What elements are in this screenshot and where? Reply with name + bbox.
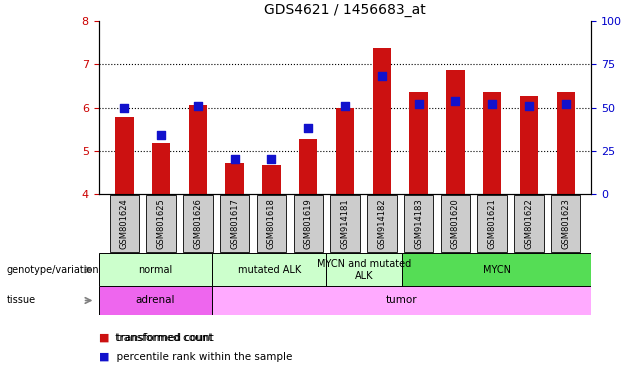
Bar [373, 48, 391, 194]
Bar [262, 165, 280, 194]
FancyBboxPatch shape [404, 195, 433, 252]
Text: GSM914181: GSM914181 [340, 199, 350, 249]
Point [377, 73, 387, 79]
Text: tumor: tumor [386, 295, 418, 306]
Text: mutated ALK: mutated ALK [238, 265, 301, 275]
Text: MYCN: MYCN [483, 265, 511, 275]
Text: genotype/variation: genotype/variation [6, 265, 99, 275]
Bar [520, 96, 538, 194]
Point [561, 101, 571, 107]
Text: GSM801618: GSM801618 [267, 198, 276, 249]
FancyBboxPatch shape [99, 286, 212, 315]
FancyBboxPatch shape [330, 195, 360, 252]
Point [450, 98, 460, 104]
Text: GSM801622: GSM801622 [525, 198, 534, 249]
Text: GSM801623: GSM801623 [561, 198, 570, 249]
Text: normal: normal [138, 265, 172, 275]
Point [119, 104, 129, 111]
FancyBboxPatch shape [326, 253, 402, 286]
Bar [152, 143, 170, 194]
Text: GSM801619: GSM801619 [304, 198, 313, 249]
Text: GSM801620: GSM801620 [451, 198, 460, 249]
FancyBboxPatch shape [183, 195, 212, 252]
Text: GSM914183: GSM914183 [414, 198, 423, 249]
Text: ■  transformed count: ■ transformed count [99, 333, 212, 343]
Point [413, 101, 424, 107]
Point [230, 156, 240, 162]
Text: GSM801624: GSM801624 [120, 198, 129, 249]
FancyBboxPatch shape [212, 253, 326, 286]
Bar [410, 91, 428, 194]
Text: GSM914182: GSM914182 [377, 199, 386, 249]
FancyBboxPatch shape [257, 195, 286, 252]
Text: GSM801621: GSM801621 [488, 198, 497, 249]
Point [266, 156, 277, 162]
Text: ■: ■ [99, 333, 109, 343]
FancyBboxPatch shape [367, 195, 396, 252]
FancyBboxPatch shape [146, 195, 176, 252]
FancyBboxPatch shape [478, 195, 507, 252]
FancyBboxPatch shape [441, 195, 470, 252]
Title: GDS4621 / 1456683_at: GDS4621 / 1456683_at [264, 3, 426, 17]
Point [340, 103, 350, 109]
Bar [336, 108, 354, 194]
Text: percentile rank within the sample: percentile rank within the sample [110, 352, 293, 362]
FancyBboxPatch shape [220, 195, 249, 252]
Point [303, 125, 314, 131]
Point [156, 132, 166, 138]
Text: GSM801626: GSM801626 [193, 198, 202, 249]
Bar [299, 139, 317, 194]
Text: GSM801625: GSM801625 [156, 198, 165, 249]
Text: adrenal: adrenal [135, 295, 175, 306]
Text: transformed count: transformed count [110, 333, 214, 343]
Point [487, 101, 497, 107]
Bar [483, 93, 501, 194]
Bar [189, 105, 207, 194]
Bar [446, 70, 464, 194]
Text: MYCN and mutated
ALK: MYCN and mutated ALK [317, 259, 411, 281]
FancyBboxPatch shape [402, 253, 591, 286]
FancyBboxPatch shape [515, 195, 544, 252]
Text: tissue: tissue [6, 295, 36, 306]
FancyBboxPatch shape [109, 195, 139, 252]
Point [193, 103, 203, 109]
Bar [115, 118, 134, 194]
FancyBboxPatch shape [99, 253, 212, 286]
FancyBboxPatch shape [294, 195, 323, 252]
Bar [226, 163, 244, 194]
FancyBboxPatch shape [551, 195, 581, 252]
Bar [556, 91, 575, 194]
Point [524, 103, 534, 109]
Text: GSM801617: GSM801617 [230, 198, 239, 249]
FancyBboxPatch shape [212, 286, 591, 315]
Text: ■: ■ [99, 352, 109, 362]
